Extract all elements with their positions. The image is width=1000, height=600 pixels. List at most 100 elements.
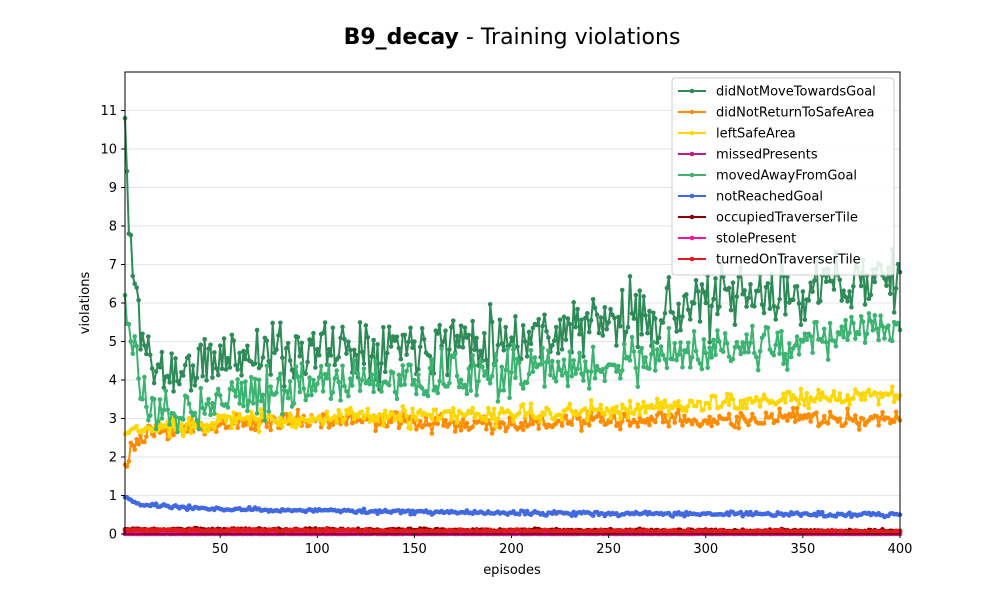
data-point — [641, 294, 646, 299]
data-point — [248, 426, 254, 432]
legend-item-stolePresent: stolePresent — [678, 232, 796, 247]
data-point — [198, 385, 204, 391]
data-point — [666, 275, 672, 280]
data-point — [878, 415, 883, 421]
data-point — [293, 364, 299, 369]
data-point — [390, 334, 396, 339]
data-point — [581, 354, 586, 359]
data-point — [734, 339, 740, 345]
data-point — [759, 302, 765, 307]
data-point — [483, 418, 489, 424]
data-point — [761, 332, 767, 338]
data-point — [786, 341, 792, 346]
data-point — [652, 419, 658, 425]
data-point — [231, 387, 237, 393]
data-point — [375, 342, 380, 347]
data-point — [849, 314, 854, 320]
data-point — [773, 317, 778, 322]
data-point — [142, 428, 147, 434]
data-point — [635, 344, 641, 350]
data-point — [765, 281, 771, 286]
data-point — [678, 404, 683, 409]
data-point — [798, 322, 804, 328]
data-point — [379, 412, 384, 418]
data-point — [895, 320, 901, 326]
data-point — [233, 362, 239, 368]
data-point — [884, 283, 889, 289]
data-point — [495, 399, 501, 404]
data-point — [497, 388, 503, 393]
series-didNotReturnToSafeArea — [122, 405, 903, 469]
data-point — [258, 407, 264, 412]
data-point — [827, 320, 833, 326]
data-point — [458, 428, 464, 433]
data-point — [252, 361, 258, 366]
data-point — [726, 402, 732, 408]
data-point — [662, 398, 668, 403]
data-point — [742, 349, 747, 355]
data-point — [715, 421, 720, 426]
data-point — [281, 384, 287, 389]
data-point — [196, 346, 202, 351]
data-point — [777, 296, 782, 302]
data-point — [856, 392, 862, 397]
data-point — [586, 329, 592, 335]
legend-label: leftSafeArea — [716, 127, 796, 142]
data-point — [128, 232, 134, 238]
data-point — [820, 390, 825, 395]
data-point — [348, 347, 353, 353]
data-point — [856, 331, 862, 337]
data-point — [631, 411, 637, 417]
data-point — [278, 320, 283, 326]
y-tick-label: 9 — [109, 181, 117, 196]
data-point — [858, 397, 864, 402]
data-point — [551, 375, 557, 381]
y-tick-label: 8 — [109, 220, 117, 235]
data-point — [680, 365, 685, 370]
data-point — [223, 418, 229, 424]
data-point — [462, 325, 468, 330]
data-point — [779, 397, 784, 403]
data-point — [703, 300, 709, 306]
data-point — [437, 378, 442, 384]
y-axis-ticks: 0 1 2 3 4 5 6 7 8 9 10 11 — [100, 104, 125, 543]
data-point — [783, 400, 788, 405]
data-point — [217, 421, 223, 427]
y-tick-label: 0 — [109, 528, 117, 543]
data-point — [482, 373, 487, 378]
data-point — [406, 339, 411, 345]
data-point — [377, 383, 382, 388]
data-point — [227, 365, 233, 370]
data-point — [359, 377, 365, 383]
data-point — [384, 424, 390, 429]
chart-title-bold: B9_decay — [344, 25, 459, 50]
data-point — [713, 276, 718, 281]
data-point — [517, 425, 522, 431]
data-point — [858, 314, 864, 319]
data-point — [355, 414, 361, 420]
data-point — [643, 313, 648, 318]
data-point — [806, 412, 812, 417]
data-point — [854, 420, 860, 426]
data-point — [369, 372, 374, 377]
data-point — [458, 377, 464, 383]
data-point — [880, 410, 885, 415]
data-point — [210, 400, 215, 406]
data-point — [472, 363, 477, 369]
data-point — [419, 385, 425, 391]
data-point — [427, 422, 433, 427]
data-point — [571, 300, 576, 305]
data-point — [427, 366, 433, 371]
data-point — [851, 396, 856, 401]
data-point — [612, 409, 617, 415]
data-point — [670, 414, 676, 420]
data-point — [328, 353, 334, 358]
data-point — [794, 284, 800, 289]
data-point — [891, 310, 897, 315]
data-point — [781, 361, 786, 367]
data-point — [542, 312, 547, 318]
data-point — [406, 508, 411, 513]
data-point — [274, 390, 279, 395]
data-point — [726, 285, 732, 291]
data-point — [882, 276, 887, 281]
